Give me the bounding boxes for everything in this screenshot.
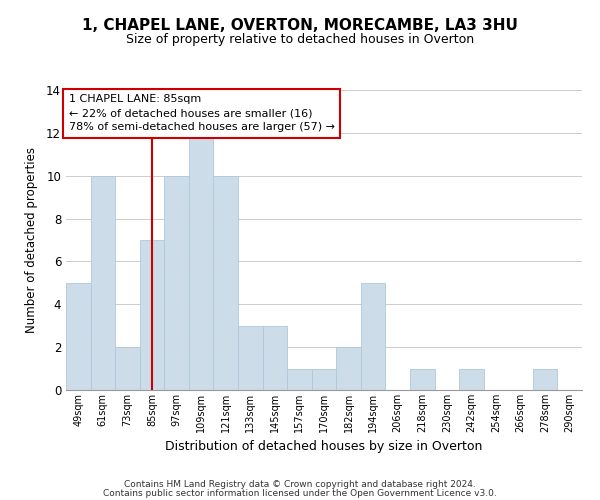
Text: Size of property relative to detached houses in Overton: Size of property relative to detached ho… — [126, 32, 474, 46]
Text: 1, CHAPEL LANE, OVERTON, MORECAMBE, LA3 3HU: 1, CHAPEL LANE, OVERTON, MORECAMBE, LA3 … — [82, 18, 518, 32]
Bar — [91, 176, 115, 390]
Bar — [238, 326, 263, 390]
Bar — [533, 368, 557, 390]
Bar — [410, 368, 434, 390]
Bar — [140, 240, 164, 390]
Bar — [336, 347, 361, 390]
Bar — [66, 283, 91, 390]
Bar — [459, 368, 484, 390]
Bar — [214, 176, 238, 390]
Text: 1 CHAPEL LANE: 85sqm
← 22% of detached houses are smaller (16)
78% of semi-detac: 1 CHAPEL LANE: 85sqm ← 22% of detached h… — [68, 94, 335, 132]
Bar — [361, 283, 385, 390]
Bar — [115, 347, 140, 390]
Bar — [189, 133, 214, 390]
Bar — [312, 368, 336, 390]
Bar — [263, 326, 287, 390]
Bar — [287, 368, 312, 390]
X-axis label: Distribution of detached houses by size in Overton: Distribution of detached houses by size … — [166, 440, 482, 454]
Text: Contains HM Land Registry data © Crown copyright and database right 2024.: Contains HM Land Registry data © Crown c… — [124, 480, 476, 489]
Y-axis label: Number of detached properties: Number of detached properties — [25, 147, 38, 333]
Bar — [164, 176, 189, 390]
Text: Contains public sector information licensed under the Open Government Licence v3: Contains public sector information licen… — [103, 489, 497, 498]
